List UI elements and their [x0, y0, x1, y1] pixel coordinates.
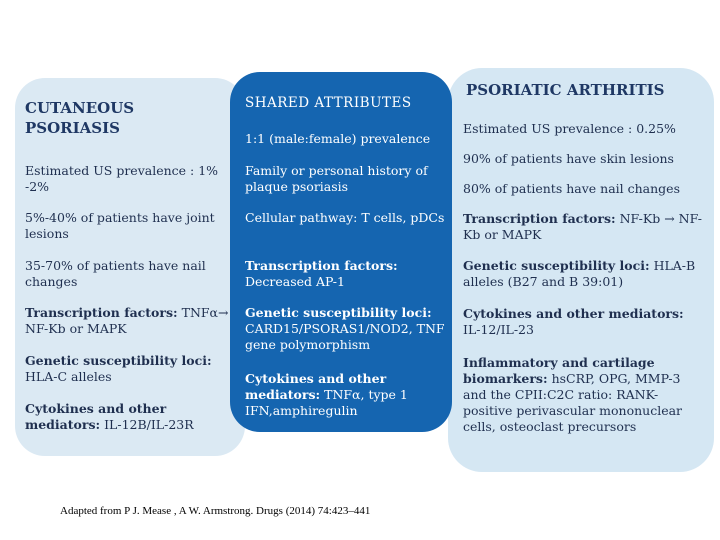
item: 1:1 (male:female) prevalence — [245, 131, 431, 146]
item-text: HLA-C alleles — [25, 369, 112, 384]
item: Transcription factors: Decreased AP-1 — [245, 258, 445, 290]
item-text: IL-12/IL-23 — [463, 322, 534, 337]
item: Cytokines and other mediators: IL-12B/IL… — [25, 401, 230, 433]
item: Transcription factors: TNFα→ NF-Kb or MA… — [25, 305, 230, 337]
item-text: Decreased AP-1 — [245, 274, 345, 289]
item: 5%-40% of patients have joint lesions — [25, 210, 215, 241]
item: Family or personal history of plaque pso… — [245, 163, 428, 194]
item: Cellular pathway: T cells, pDCs — [245, 210, 445, 225]
right-panel — [448, 68, 714, 472]
item-label: Genetic susceptibility loci: — [245, 305, 432, 320]
item-label: Genetic susceptibility loci: — [25, 353, 212, 368]
item-label: Cytokines and other mediators: — [463, 306, 684, 321]
middle-panel — [230, 72, 452, 432]
item-label: Cytokines and other mediators: — [25, 401, 167, 432]
item: 90% of patients have skin lesions — [463, 151, 674, 166]
item-label: Transcription factors: — [245, 258, 398, 273]
item-text: TNFα→ NF-Kb or MAPK — [25, 305, 229, 336]
left-panel — [15, 78, 245, 456]
item: Inflammatory and cartilage biomarkers: h… — [463, 355, 703, 435]
item-label: Transcription factors: — [463, 211, 616, 226]
item-label: Genetic susceptibility loci: — [463, 258, 650, 273]
item: Genetic susceptibility loci: HLA-B allel… — [463, 258, 703, 290]
item: Estimated US prevalence : 0.25% — [463, 121, 676, 136]
column-title: SHARED ATTRIBUTES — [245, 95, 412, 111]
column-title: CUTANEOUS PSORIASIS — [25, 99, 135, 137]
column-title: PSORIATIC ARTHRITIS — [466, 81, 665, 99]
item: Cytokines and other mediators: IL-12/IL-… — [463, 306, 703, 338]
item-label: Inflammatory and cartilage biomarkers: — [463, 355, 655, 386]
item-text: IL-12B/IL-23R — [104, 417, 194, 432]
item: 80% of patients have nail changes — [463, 181, 680, 196]
item: Cytokines and other mediators: TNFα, typ… — [245, 371, 445, 419]
item-label: Transcription factors: — [25, 305, 178, 320]
item-text: hsCRP, OPG, MMP-3 and the CPII:C2C ratio… — [463, 371, 683, 434]
item: 35-70% of patients have nail changes — [25, 258, 206, 289]
item-text: NF-Kb → NF-Kb or MAPK — [463, 211, 702, 242]
item: Genetic susceptibility loci: HLA-C allel… — [25, 353, 230, 385]
item: Transcription factors: NF-Kb → NF-Kb or … — [463, 211, 703, 243]
item-text: CARD15/PSORAS1/NOD2, TNF gene polymorphi… — [245, 321, 445, 352]
item-text: TNFα, type 1 IFN,amphiregulin — [245, 387, 408, 418]
citation: Adapted from P J. Mease , A W. Armstrong… — [60, 505, 371, 517]
item: Estimated US prevalence : 1% -2% — [25, 163, 219, 194]
item: Genetic susceptibility loci: CARD15/PSOR… — [245, 305, 445, 353]
item-text: HLA-B alleles (B27 and B 39:01) — [463, 258, 696, 289]
item-label: Cytokines and other mediators: — [245, 371, 387, 402]
